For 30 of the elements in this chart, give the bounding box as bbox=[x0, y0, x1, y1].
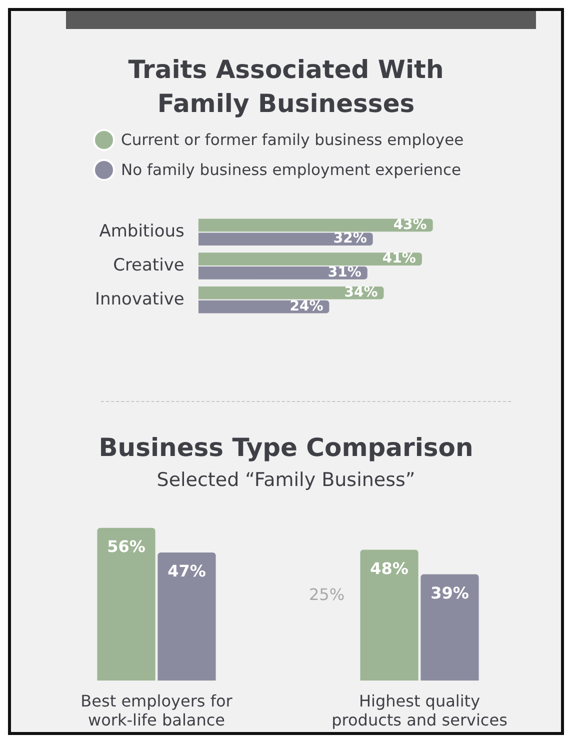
bar bbox=[198, 218, 433, 232]
chart-subtitle: Selected “Family Business” bbox=[156, 469, 416, 491]
bar bbox=[198, 266, 368, 280]
data-label: 56% bbox=[107, 537, 146, 556]
chart-title: Traits Associated With Family Businesses bbox=[127, 54, 445, 120]
bar bbox=[198, 232, 373, 246]
legend-label: No family business employment experience bbox=[121, 161, 462, 179]
data-label: 39% bbox=[430, 583, 469, 602]
bar bbox=[198, 252, 422, 266]
bar bbox=[97, 528, 156, 681]
bar bbox=[360, 550, 418, 681]
data-label: 48% bbox=[370, 558, 408, 578]
data-label: 24% bbox=[290, 298, 324, 314]
y-tick-label: Creative bbox=[113, 255, 184, 276]
x-tick-label: Best employers for work-life balance bbox=[80, 691, 233, 730]
data-label: 43% bbox=[393, 216, 427, 233]
bar bbox=[420, 574, 479, 681]
y-tick-label: Innovative bbox=[94, 289, 184, 310]
bar bbox=[198, 286, 384, 300]
x-tick-label: Highest quality products and services bbox=[332, 691, 508, 730]
data-label: 31% bbox=[328, 264, 362, 281]
bar bbox=[158, 552, 216, 681]
legend-label: Current or former family business employee bbox=[121, 131, 464, 149]
data-label: 41% bbox=[382, 250, 416, 267]
data-label: 34% bbox=[344, 284, 378, 301]
y-tick-label: Ambitious bbox=[99, 222, 184, 242]
data-label: 47% bbox=[168, 562, 206, 581]
chart-title: Business Type Comparison bbox=[98, 432, 474, 464]
annotation: 25% bbox=[309, 585, 345, 604]
data-label: 32% bbox=[333, 230, 367, 247]
